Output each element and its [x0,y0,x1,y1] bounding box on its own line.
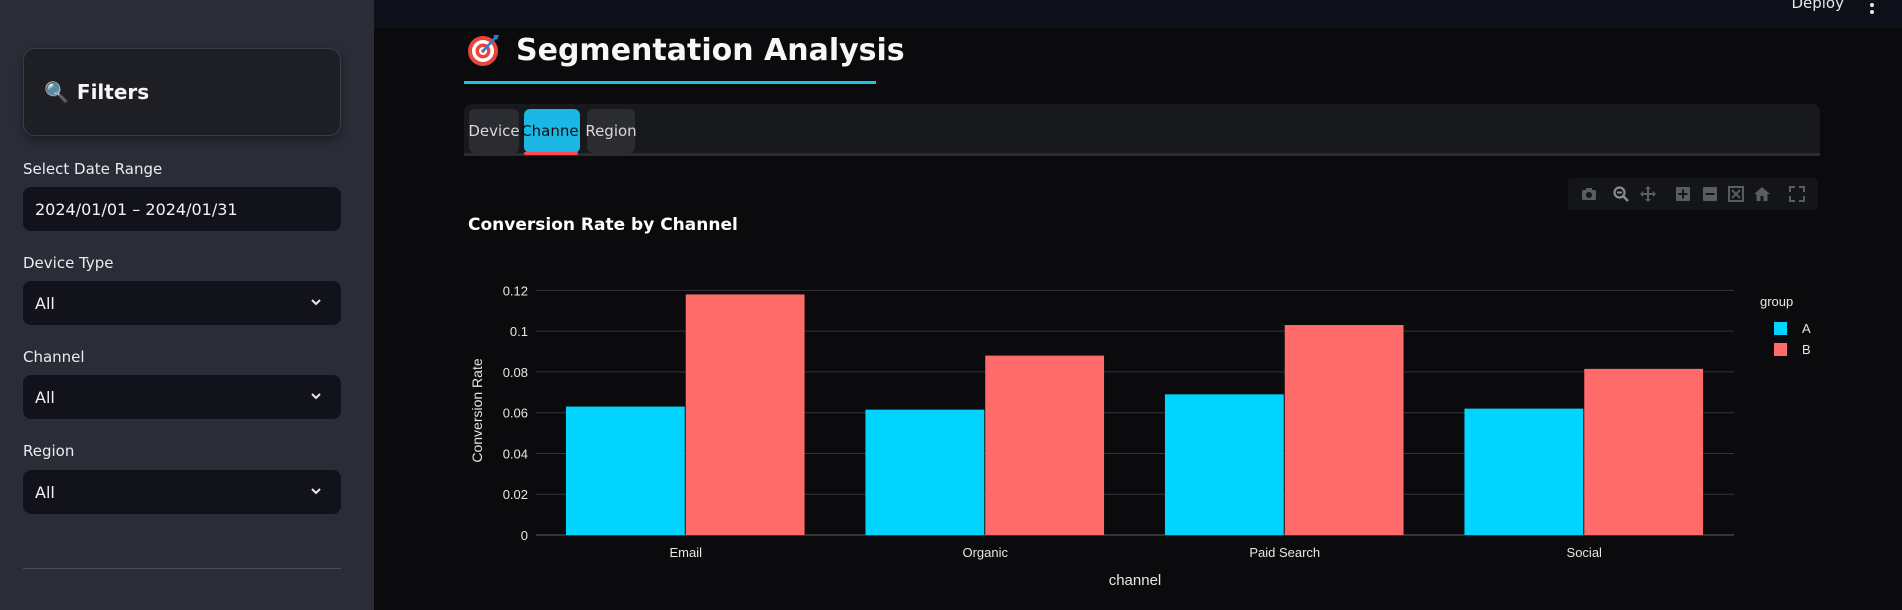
channel-select[interactable]: All [23,375,341,419]
chart-title: Conversion Rate by Channel [468,215,738,235]
title-underline [464,81,876,84]
device-type-label: Device Type [23,254,114,272]
fullscreen-icon[interactable] [1788,185,1806,203]
tab-bar: Device Channel Region [464,104,1820,156]
tab-region[interactable]: Region [585,109,637,153]
filters-card: 🔍 Filters [23,48,341,136]
plot-modebar [1568,178,1818,210]
legend-title: group [1760,294,1793,309]
tab-channel[interactable]: Channel [521,109,583,153]
bar-b [985,355,1105,535]
magnifier-icon: 🔍 [44,80,69,104]
legend-swatch-a [1774,322,1787,335]
target-icon [468,35,499,66]
zoom-icon[interactable] [1612,185,1630,203]
zoom-in-icon[interactable] [1674,185,1692,203]
region-value: All [35,482,55,502]
y-axis-title: Conversion Rate [469,358,485,462]
date-range-input[interactable]: 2024/01/01 – 2024/01/31 [23,187,341,231]
y-tick-label: 0.06 [503,406,528,421]
legend-label: B [1802,342,1811,357]
bar-a [865,409,985,535]
date-range-value: 2024/01/01 – 2024/01/31 [35,199,238,219]
chevron-down-icon [311,393,321,400]
pan-icon[interactable] [1639,185,1657,203]
bar-b [1284,325,1404,535]
active-tab-indicator [524,152,578,155]
y-tick-label: 0.02 [503,487,528,502]
channel-label: Channel [23,348,85,366]
top-bar: Deploy [374,0,1902,28]
x-tick-label: Paid Search [1249,545,1320,560]
x-axis-title: channel [1109,572,1162,589]
x-tick-label: Social [1567,545,1603,560]
x-tick-label: Email [669,545,702,560]
sidebar: 🔍 Filters Select Date Range 2024/01/01 –… [0,0,374,610]
camera-icon[interactable] [1580,185,1598,203]
bar-b [1584,368,1704,535]
page-title: Segmentation Analysis [466,32,905,68]
page-title-text: Segmentation Analysis [516,32,905,68]
chevron-down-icon [311,299,321,306]
bar-a [1164,394,1284,535]
device-type-select[interactable]: All [23,281,341,325]
tab-device[interactable]: Device [468,109,520,153]
y-tick-label: 0.1 [510,324,528,339]
zoom-out-icon[interactable] [1701,185,1719,203]
chevron-down-icon [311,488,321,495]
sidebar-divider [23,568,341,569]
autoscale-icon[interactable] [1727,185,1745,203]
y-tick-label: 0.12 [503,283,528,298]
x-tick-label: Organic [962,545,1008,560]
legend-label: A [1802,321,1811,336]
legend-swatch-b [1774,343,1787,356]
bar-b [685,294,805,535]
date-range-label: Select Date Range [23,160,163,178]
y-tick-label: 0.04 [503,446,528,461]
home-icon[interactable] [1753,185,1771,203]
bar-a [565,406,685,535]
bar-chart: 0 0.02 0.04 0.06 0.08 0.1 0.12 Email Organic Paid… [469,283,1811,589]
region-label: Region [23,442,75,460]
bar-a [1464,408,1584,535]
more-menu-icon[interactable] [1870,0,1876,14]
filters-title: Filters [76,80,150,104]
region-select[interactable]: All [23,470,341,514]
device-type-value: All [35,293,55,313]
channel-value: All [35,387,55,407]
y-tick-label: 0 [521,528,528,543]
deploy-button[interactable]: Deploy [1791,0,1844,12]
y-tick-label: 0.08 [503,365,528,380]
